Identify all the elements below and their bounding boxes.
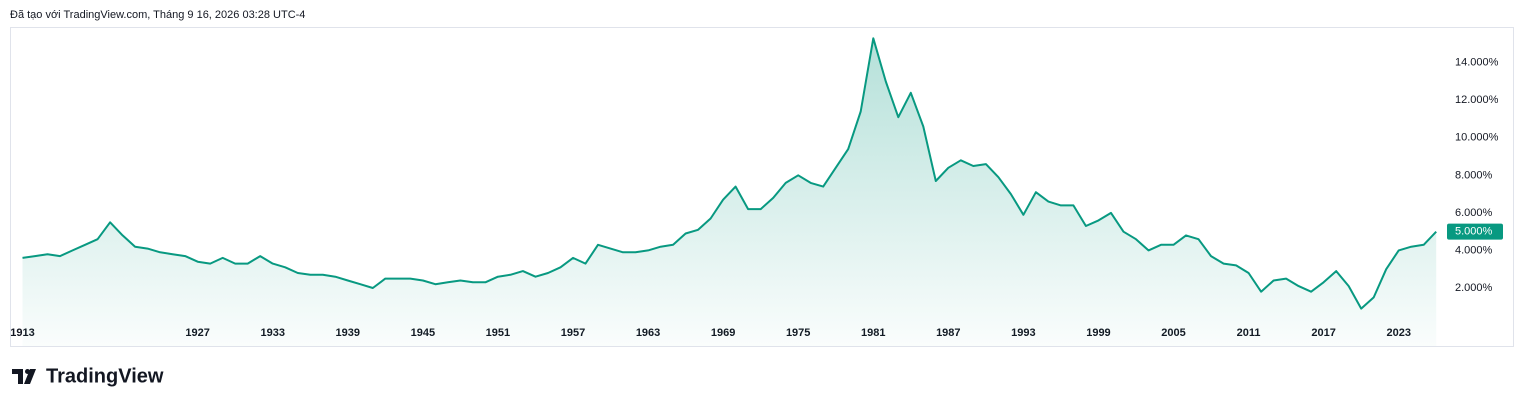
y-tick-label: 8.000% — [1455, 169, 1493, 181]
y-tick-label: 10.000% — [1455, 132, 1499, 144]
y-tick-label: 6.000% — [1455, 207, 1493, 219]
last-price-badge — [1447, 223, 1503, 240]
last-price-label: 5.000% — [1455, 226, 1493, 238]
y-tick-label: 2.000% — [1455, 282, 1493, 294]
price-line — [22, 37, 1437, 310]
header-text: Đã tạo với TradingView.com, Tháng 9 16, … — [10, 9, 305, 21]
logo-icon — [12, 369, 36, 384]
y-tick-label: 14.000% — [1455, 57, 1499, 69]
y-tick-label: 4.000% — [1455, 244, 1493, 256]
y-tick-label: 12.000% — [1455, 94, 1499, 106]
logo-text: TradingView — [46, 365, 164, 387]
chart-frame — [10, 27, 1514, 347]
area-fill — [22, 38, 1437, 347]
